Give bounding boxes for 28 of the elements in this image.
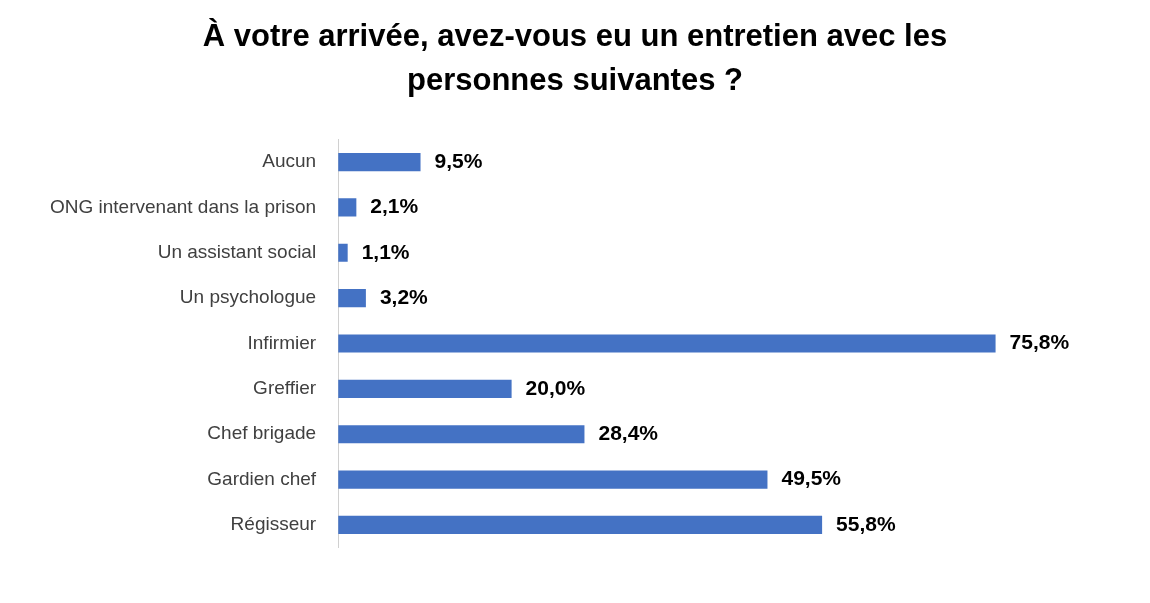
y-tick-label: Greffier	[253, 377, 317, 399]
data-label: 3,2%	[379, 284, 429, 308]
bar	[338, 198, 357, 217]
bar	[338, 425, 585, 444]
data-label: 9,5%	[434, 148, 483, 172]
data-label: 55,8%	[836, 511, 896, 535]
y-tick-label: Aucun	[262, 150, 317, 172]
bar	[338, 243, 348, 262]
bar	[338, 379, 512, 398]
y-tick-label: Chef brigade	[207, 422, 317, 444]
y-tick-label: Gardien chef	[207, 467, 317, 489]
data-label: 1,1%	[361, 239, 410, 263]
y-tick-label: ONG intervenant dans la prison	[50, 195, 317, 217]
bar	[338, 153, 421, 172]
data-label: 28,4%	[598, 421, 659, 445]
y-tick-label: Infirmier	[247, 331, 317, 353]
data-label: 20,0%	[525, 375, 586, 399]
y-tick-label: Régisseur	[230, 513, 317, 535]
bar	[338, 470, 768, 489]
bar	[338, 515, 823, 534]
data-label: 2,1%	[370, 194, 419, 218]
data-label: 49,5%	[781, 466, 842, 490]
bar	[338, 334, 996, 353]
bar	[338, 289, 366, 308]
chart-title: À votre arrivée, avez-vous eu un entretien avec les personnes suivantes ?	[201, 17, 949, 99]
y-tick-label: Un psychologue	[179, 286, 317, 308]
y-tick-label: Un assistant social	[157, 241, 317, 263]
data-label: 75,8%	[1009, 330, 1070, 354]
